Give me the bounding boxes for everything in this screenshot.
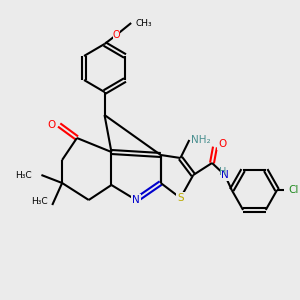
Text: O: O [47,120,56,130]
Text: H: H [219,167,226,177]
Text: CH₃: CH₃ [135,19,152,28]
Text: NH₂: NH₂ [191,135,211,145]
Text: Cl: Cl [288,185,298,195]
Text: N: N [221,170,229,180]
Text: H₃C: H₃C [15,170,31,179]
Text: H₃C: H₃C [31,197,47,206]
Text: O: O [112,30,120,40]
Text: O: O [218,139,226,149]
Text: S: S [177,193,184,203]
Text: N: N [132,195,140,205]
